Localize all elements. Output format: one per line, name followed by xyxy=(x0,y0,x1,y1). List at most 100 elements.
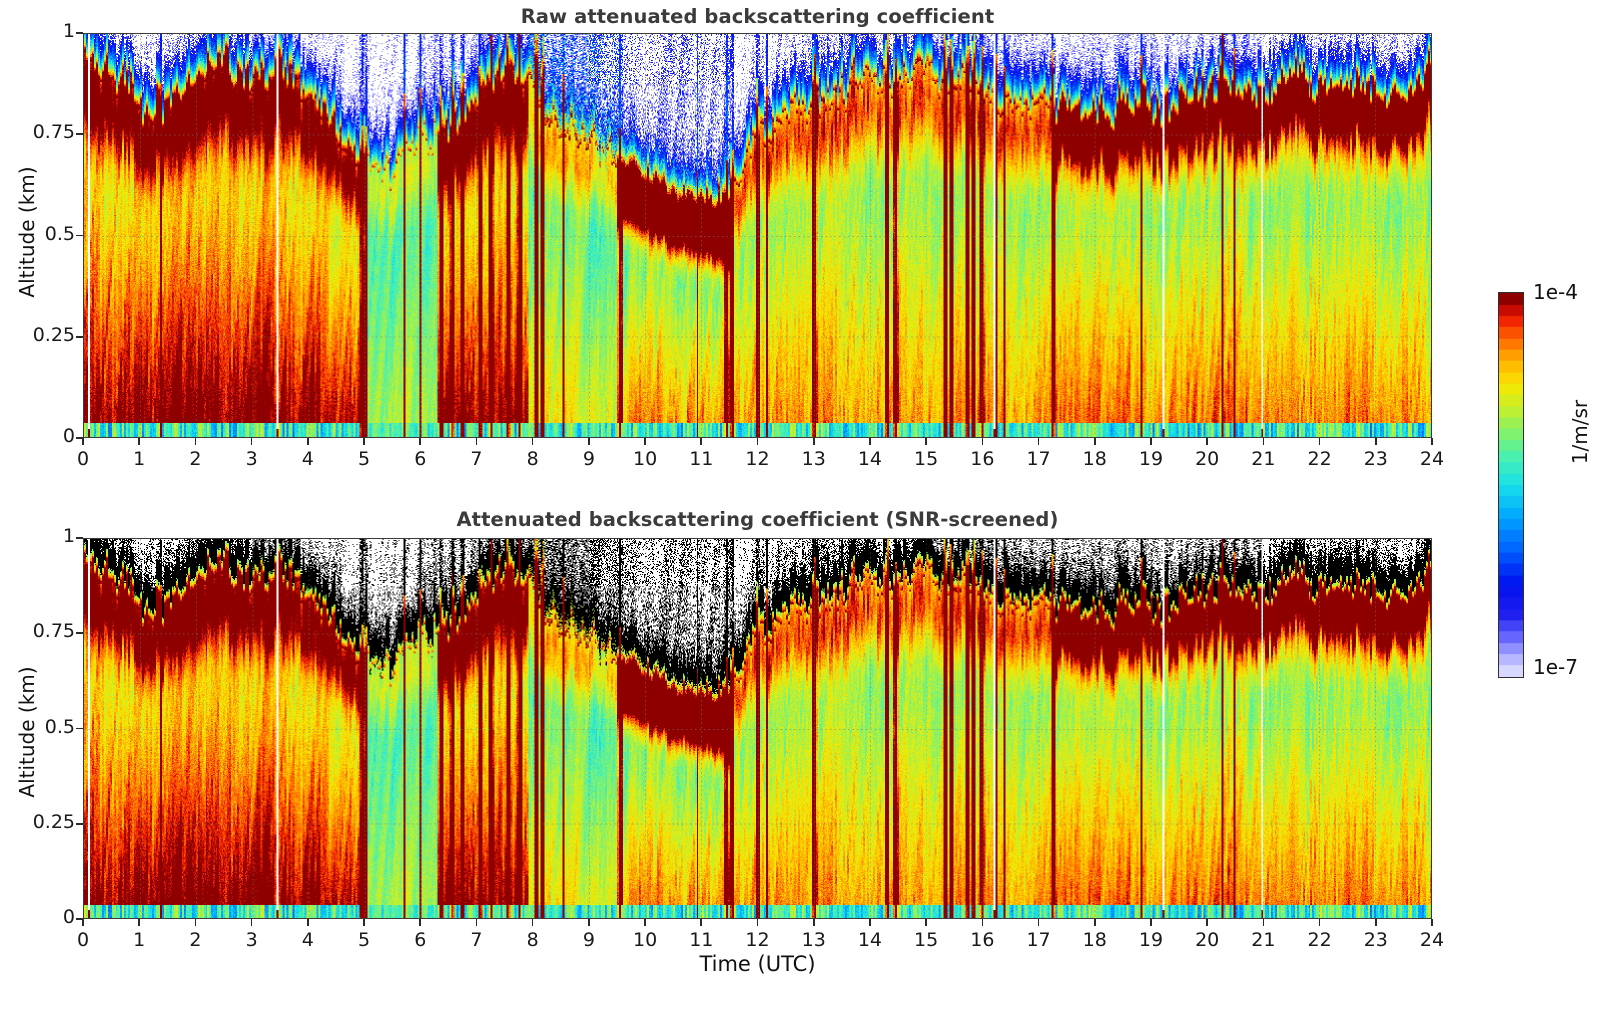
colorbar-max-label: 1e-4 xyxy=(1533,280,1578,304)
x-tick-mark xyxy=(1431,919,1433,926)
x-tick-label-11: 11 xyxy=(689,929,714,951)
x-tick-label-1: 1 xyxy=(133,448,146,470)
panel-title-raw: Raw attenuated backscattering coefficien… xyxy=(520,5,995,28)
x-tick-mark xyxy=(1374,919,1377,926)
y-tick-label-0.5: 0.5 xyxy=(44,222,75,245)
x-tick-label-7: 7 xyxy=(470,929,483,951)
x-tick-label-20: 20 xyxy=(1195,929,1220,951)
x-tick-mark xyxy=(250,919,253,926)
x-tick-label-16: 16 xyxy=(970,929,995,951)
x-tick-label-23: 23 xyxy=(1363,929,1388,951)
x-tick-mark xyxy=(1431,438,1433,445)
x-tick-label-22: 22 xyxy=(1307,448,1332,470)
x-tick-label-14: 14 xyxy=(857,448,882,470)
x-tick-mark xyxy=(82,438,84,445)
x-tick-mark xyxy=(250,438,253,445)
x-tick-mark xyxy=(925,438,927,445)
x-tick-label-12: 12 xyxy=(745,448,770,470)
x-tick-mark xyxy=(869,438,871,445)
x-tick-mark xyxy=(475,438,478,445)
x-tick-mark xyxy=(869,919,871,926)
x-tick-mark xyxy=(756,438,759,445)
y-tick-mark xyxy=(76,822,83,825)
x-tick-mark xyxy=(588,438,590,445)
x-tick-label-20: 20 xyxy=(1195,448,1220,470)
x-tick-label-12: 12 xyxy=(745,929,770,951)
x-tick-mark xyxy=(1093,919,1096,926)
colorbar xyxy=(1498,292,1524,678)
y-tick-label-0.5: 0.5 xyxy=(44,715,75,738)
x-tick-mark xyxy=(1150,919,1152,926)
x-tick-mark xyxy=(138,438,140,445)
x-tick-mark xyxy=(1374,438,1377,445)
x-tick-mark xyxy=(1262,919,1265,926)
x-tick-mark xyxy=(419,919,422,926)
x-tick-label-8: 8 xyxy=(526,929,539,951)
x-tick-label-19: 19 xyxy=(1138,929,1164,951)
x-tick-mark xyxy=(1150,438,1152,445)
x-tick-label-0: 0 xyxy=(76,448,90,470)
x-tick-mark xyxy=(981,919,984,926)
x-tick-label-17: 17 xyxy=(1026,929,1051,951)
x-tick-label-0: 0 xyxy=(76,929,90,951)
x-tick-label-4: 4 xyxy=(301,448,314,470)
x-tick-mark xyxy=(531,919,534,926)
x-tick-mark xyxy=(1037,438,1040,445)
y-tick-label-0: 0 xyxy=(62,425,75,447)
x-tick-label-10: 10 xyxy=(632,448,658,470)
y-tick-label-0: 0 xyxy=(62,906,75,928)
x-tick-label-24: 24 xyxy=(1419,929,1445,951)
x-tick-mark xyxy=(812,919,815,926)
y-tick-label-0.25: 0.25 xyxy=(32,810,75,833)
y-tick-label-0.75: 0.75 xyxy=(32,620,75,643)
x-tick-mark xyxy=(812,438,815,445)
x-tick-mark xyxy=(1206,919,1208,926)
x-tick-mark xyxy=(981,438,984,445)
x-tick-label-17: 17 xyxy=(1026,448,1051,470)
x-tick-mark xyxy=(1037,919,1040,926)
y-tick-mark xyxy=(76,133,83,136)
x-tick-mark xyxy=(1318,438,1321,445)
x-tick-label-4: 4 xyxy=(301,929,314,951)
x-tick-mark xyxy=(307,919,309,926)
heatmap-panel-raw xyxy=(83,33,1432,438)
x-tick-label-21: 21 xyxy=(1251,929,1276,951)
x-tick-label-23: 23 xyxy=(1363,448,1388,470)
y-tick-label-0.75: 0.75 xyxy=(32,121,75,144)
x-tick-mark xyxy=(307,438,309,445)
x-tick-label-6: 6 xyxy=(414,448,427,470)
x-tick-mark xyxy=(700,919,703,926)
y-tick-mark xyxy=(76,234,83,237)
x-tick-label-14: 14 xyxy=(857,929,882,951)
x-tick-label-18: 18 xyxy=(1082,929,1107,951)
x-tick-label-15: 15 xyxy=(914,929,939,951)
x-tick-mark xyxy=(419,438,422,445)
x-tick-label-2: 2 xyxy=(189,448,202,470)
x-tick-mark xyxy=(644,438,646,445)
x-tick-label-8: 8 xyxy=(526,448,539,470)
y-tick-mark xyxy=(76,32,83,34)
x-tick-mark xyxy=(756,919,759,926)
x-tick-label-24: 24 xyxy=(1419,448,1445,470)
colorbar-min-label: 1e-7 xyxy=(1533,655,1578,679)
x-tick-label-15: 15 xyxy=(914,448,939,470)
x-tick-label-16: 16 xyxy=(970,448,995,470)
panel-title-screened: Attenuated backscattering coefficient (S… xyxy=(456,508,1059,531)
x-tick-label-13: 13 xyxy=(801,448,826,470)
y-tick-mark xyxy=(76,727,83,730)
x-tick-mark xyxy=(531,438,534,445)
x-tick-label-9: 9 xyxy=(582,448,595,470)
x-tick-label-22: 22 xyxy=(1307,929,1332,951)
y-tick-label-1: 1 xyxy=(62,525,75,547)
x-tick-mark xyxy=(363,919,365,926)
x-tick-label-5: 5 xyxy=(357,448,371,470)
x-tick-mark xyxy=(1093,438,1096,445)
x-tick-mark xyxy=(138,919,140,926)
x-tick-mark xyxy=(1206,438,1208,445)
x-tick-label-2: 2 xyxy=(189,929,202,951)
x-tick-mark xyxy=(82,919,84,926)
x-tick-label-5: 5 xyxy=(357,929,371,951)
x-tick-label-13: 13 xyxy=(801,929,826,951)
x-tick-mark xyxy=(363,438,365,445)
x-tick-mark xyxy=(925,919,927,926)
